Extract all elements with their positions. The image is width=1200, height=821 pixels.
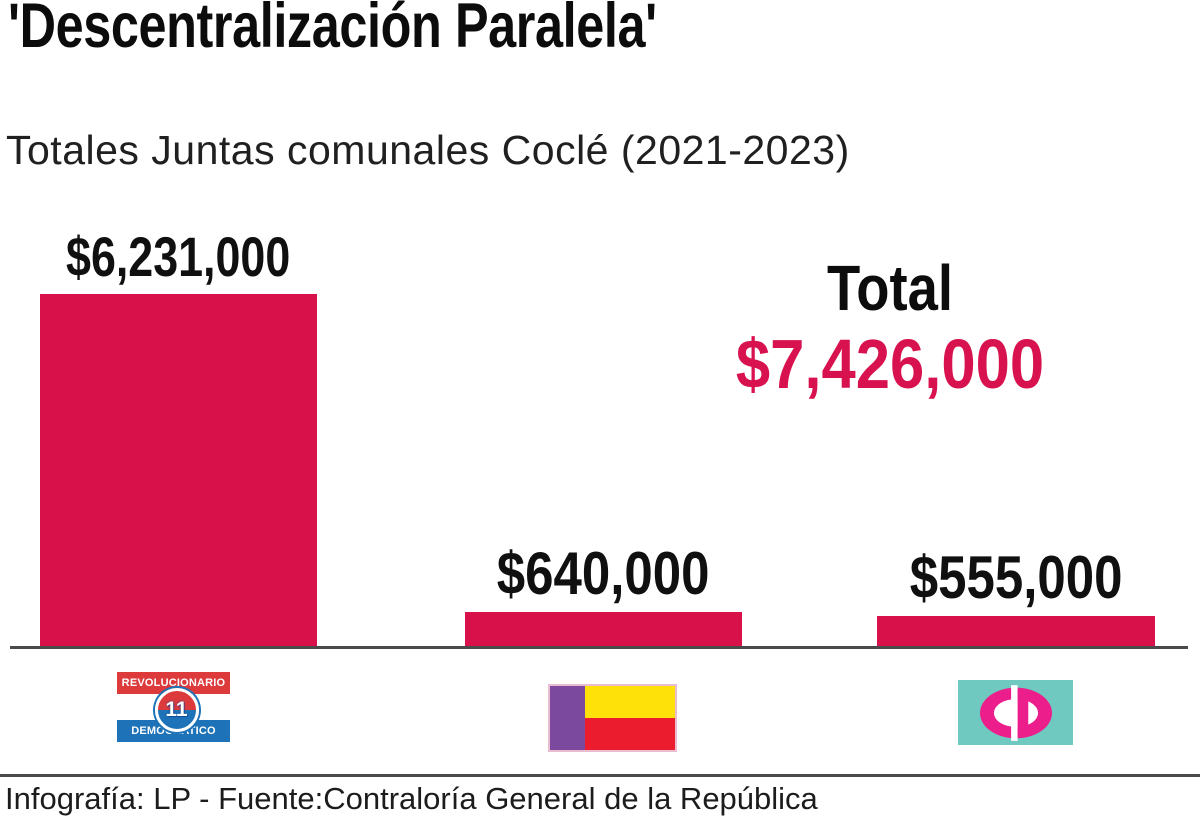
prd-red-band: REVOLUCIONARIO: [117, 672, 230, 694]
flag-purple-stripe: [550, 686, 585, 750]
bar-group-prd: $6,231,000: [40, 225, 317, 648]
cd-party-logo-icon: [958, 680, 1073, 745]
prd-number-badge: 11: [154, 688, 199, 732]
bar-group-panamenista: $640,000: [465, 539, 742, 648]
bar-value-label: $555,000: [909, 543, 1123, 611]
footer-divider-line: [0, 774, 1200, 777]
x-axis-line: [10, 646, 1188, 649]
total-value: $7,426,000: [735, 325, 1045, 403]
total-label: Total: [827, 252, 953, 324]
cd-oval-monogram: [979, 684, 1052, 741]
bar-panamenista: [465, 612, 742, 648]
bar-value-label: $6,231,000: [66, 225, 291, 289]
chart-title: 'Descentralización Paralela': [8, 0, 657, 61]
bar-prd: [40, 294, 317, 648]
bar-cd: [877, 616, 1155, 648]
bar-group-cd: $555,000: [877, 543, 1155, 648]
total-annotation: Total $7,426,000: [715, 256, 1065, 399]
prd-party-logo-icon: REVOLUCIONARIO 11 DEMOCRATICO: [117, 672, 230, 742]
source-credit: Infografía: LP - Fuente:Contraloría Gene…: [5, 781, 818, 816]
panamenista-party-flag-icon: [548, 684, 677, 752]
chart-subtitle: Totales Juntas comunales Coclé (2021-202…: [6, 127, 850, 173]
flag-red-stripe: [585, 718, 675, 750]
flag-yellow-stripe: [585, 686, 675, 718]
bar-value-label: $640,000: [497, 539, 710, 607]
